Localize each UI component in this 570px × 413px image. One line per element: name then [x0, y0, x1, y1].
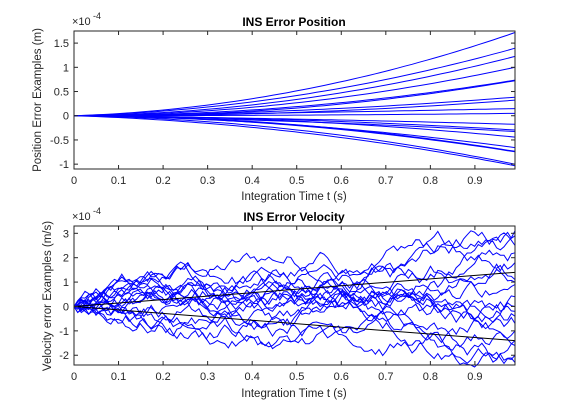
series-lines — [73, 230, 516, 368]
y-tick-label: 1 — [63, 277, 69, 289]
velocity-error-line-14 — [73, 280, 516, 339]
y-exponent-base: ×10 — [72, 211, 91, 223]
velocity-error-line-6 — [73, 230, 516, 307]
x-tick-label: 0.1 — [111, 175, 126, 187]
position-error-line-4 — [74, 66, 516, 117]
x-tick-label: 0.9 — [467, 371, 482, 383]
y-tick-label: 0.5 — [54, 87, 69, 99]
y-exponent-power: -4 — [93, 206, 101, 216]
upper-bound-line — [73, 271, 516, 307]
position-error-line-17 — [73, 115, 516, 153]
tick-marks: 0 0.1 0.2 0.3 0.4 0.5 0.6 0.7 0.8 0.9 -2 -1 0 1 2 3 — [59, 226, 515, 383]
x-tick-label: 0 — [71, 175, 77, 187]
x-tick-label: 0.7 — [378, 371, 393, 383]
x-tick-label: 0.8 — [423, 371, 438, 383]
y-tick-label: 2 — [63, 253, 69, 265]
position-error-line-1 — [73, 32, 516, 117]
x-tick-label: 0.2 — [155, 175, 170, 187]
velocity-error-line-11 — [73, 275, 516, 357]
x-axis-label: Integration Time t (s) — [241, 191, 347, 203]
position-error-line-10 — [74, 112, 515, 117]
velocity-error-panel: 0 0.1 0.2 0.3 0.4 0.5 0.6 0.7 0.8 0.9 -2 -1 0 1 2 3 INS… — [42, 206, 516, 400]
y-tick-label: 1.5 — [54, 38, 69, 50]
y-tick-label: -2 — [59, 350, 69, 362]
position-error-line-18 — [73, 115, 516, 165]
velocity-error-line-5 — [73, 262, 516, 337]
y-axis-label: Position Error Examples (m) — [32, 28, 44, 172]
x-tick-label: 0.1 — [111, 371, 126, 383]
x-tick-label: 0.3 — [200, 371, 215, 383]
x-tick-label: 0.4 — [245, 371, 260, 383]
y-exponent-power: -4 — [93, 11, 101, 21]
position-error-line-19 — [73, 115, 516, 167]
position-error-panel: 0 0.1 0.2 0.3 0.4 0.5 0.6 0.7 0.8 0.9 -1 -0.5 0 0.5 1 1… — [32, 11, 516, 203]
y-tick-label: 3 — [63, 228, 69, 240]
y-axis-label: Velocity error Examples (m/s) — [42, 221, 54, 371]
x-tick-label: 0.5 — [289, 175, 304, 187]
velocity-error-line-7 — [73, 268, 516, 308]
x-tick-label: 0.2 — [155, 371, 170, 383]
velocity-error-line-15 — [73, 273, 516, 364]
x-axis-label: Integration Time t (s) — [241, 388, 347, 400]
x-tick-label: 0.5 — [289, 371, 304, 383]
axes-box — [73, 30, 516, 170]
x-tick-label: 0.8 — [423, 175, 438, 187]
chart-title: INS Error Velocity — [243, 210, 345, 224]
x-tick-label: 0.4 — [245, 175, 260, 187]
y-tick-label: -0.5 — [50, 135, 69, 147]
series-lines — [73, 32, 516, 167]
chart-title: INS Error Position — [242, 15, 345, 29]
position-error-line-3 — [73, 55, 516, 117]
y-tick-label: -1 — [59, 159, 69, 171]
position-error-line-9 — [74, 108, 516, 117]
velocity-error-line-18 — [73, 285, 516, 363]
velocity-error-line-1 — [73, 230, 516, 307]
x-tick-label: 0.6 — [334, 175, 349, 187]
y-tick-label: -1 — [59, 326, 69, 338]
x-tick-label: 0.3 — [200, 175, 215, 187]
y-tick-label: 1 — [63, 62, 69, 74]
axes-box — [73, 225, 516, 366]
velocity-error-line-10 — [73, 270, 516, 312]
y-exponent-base: ×10 — [72, 16, 91, 28]
x-tick-label: 0.6 — [334, 371, 349, 383]
velocity-error-line-16 — [73, 288, 516, 348]
x-tick-label: 0 — [71, 371, 77, 383]
position-error-line-2 — [73, 47, 516, 117]
x-tick-label: 0.9 — [467, 175, 482, 187]
x-tick-label: 0.7 — [378, 175, 393, 187]
y-tick-label: 0 — [63, 301, 69, 313]
lower-bound-line — [73, 305, 516, 342]
y-tick-label: 0 — [63, 111, 69, 123]
